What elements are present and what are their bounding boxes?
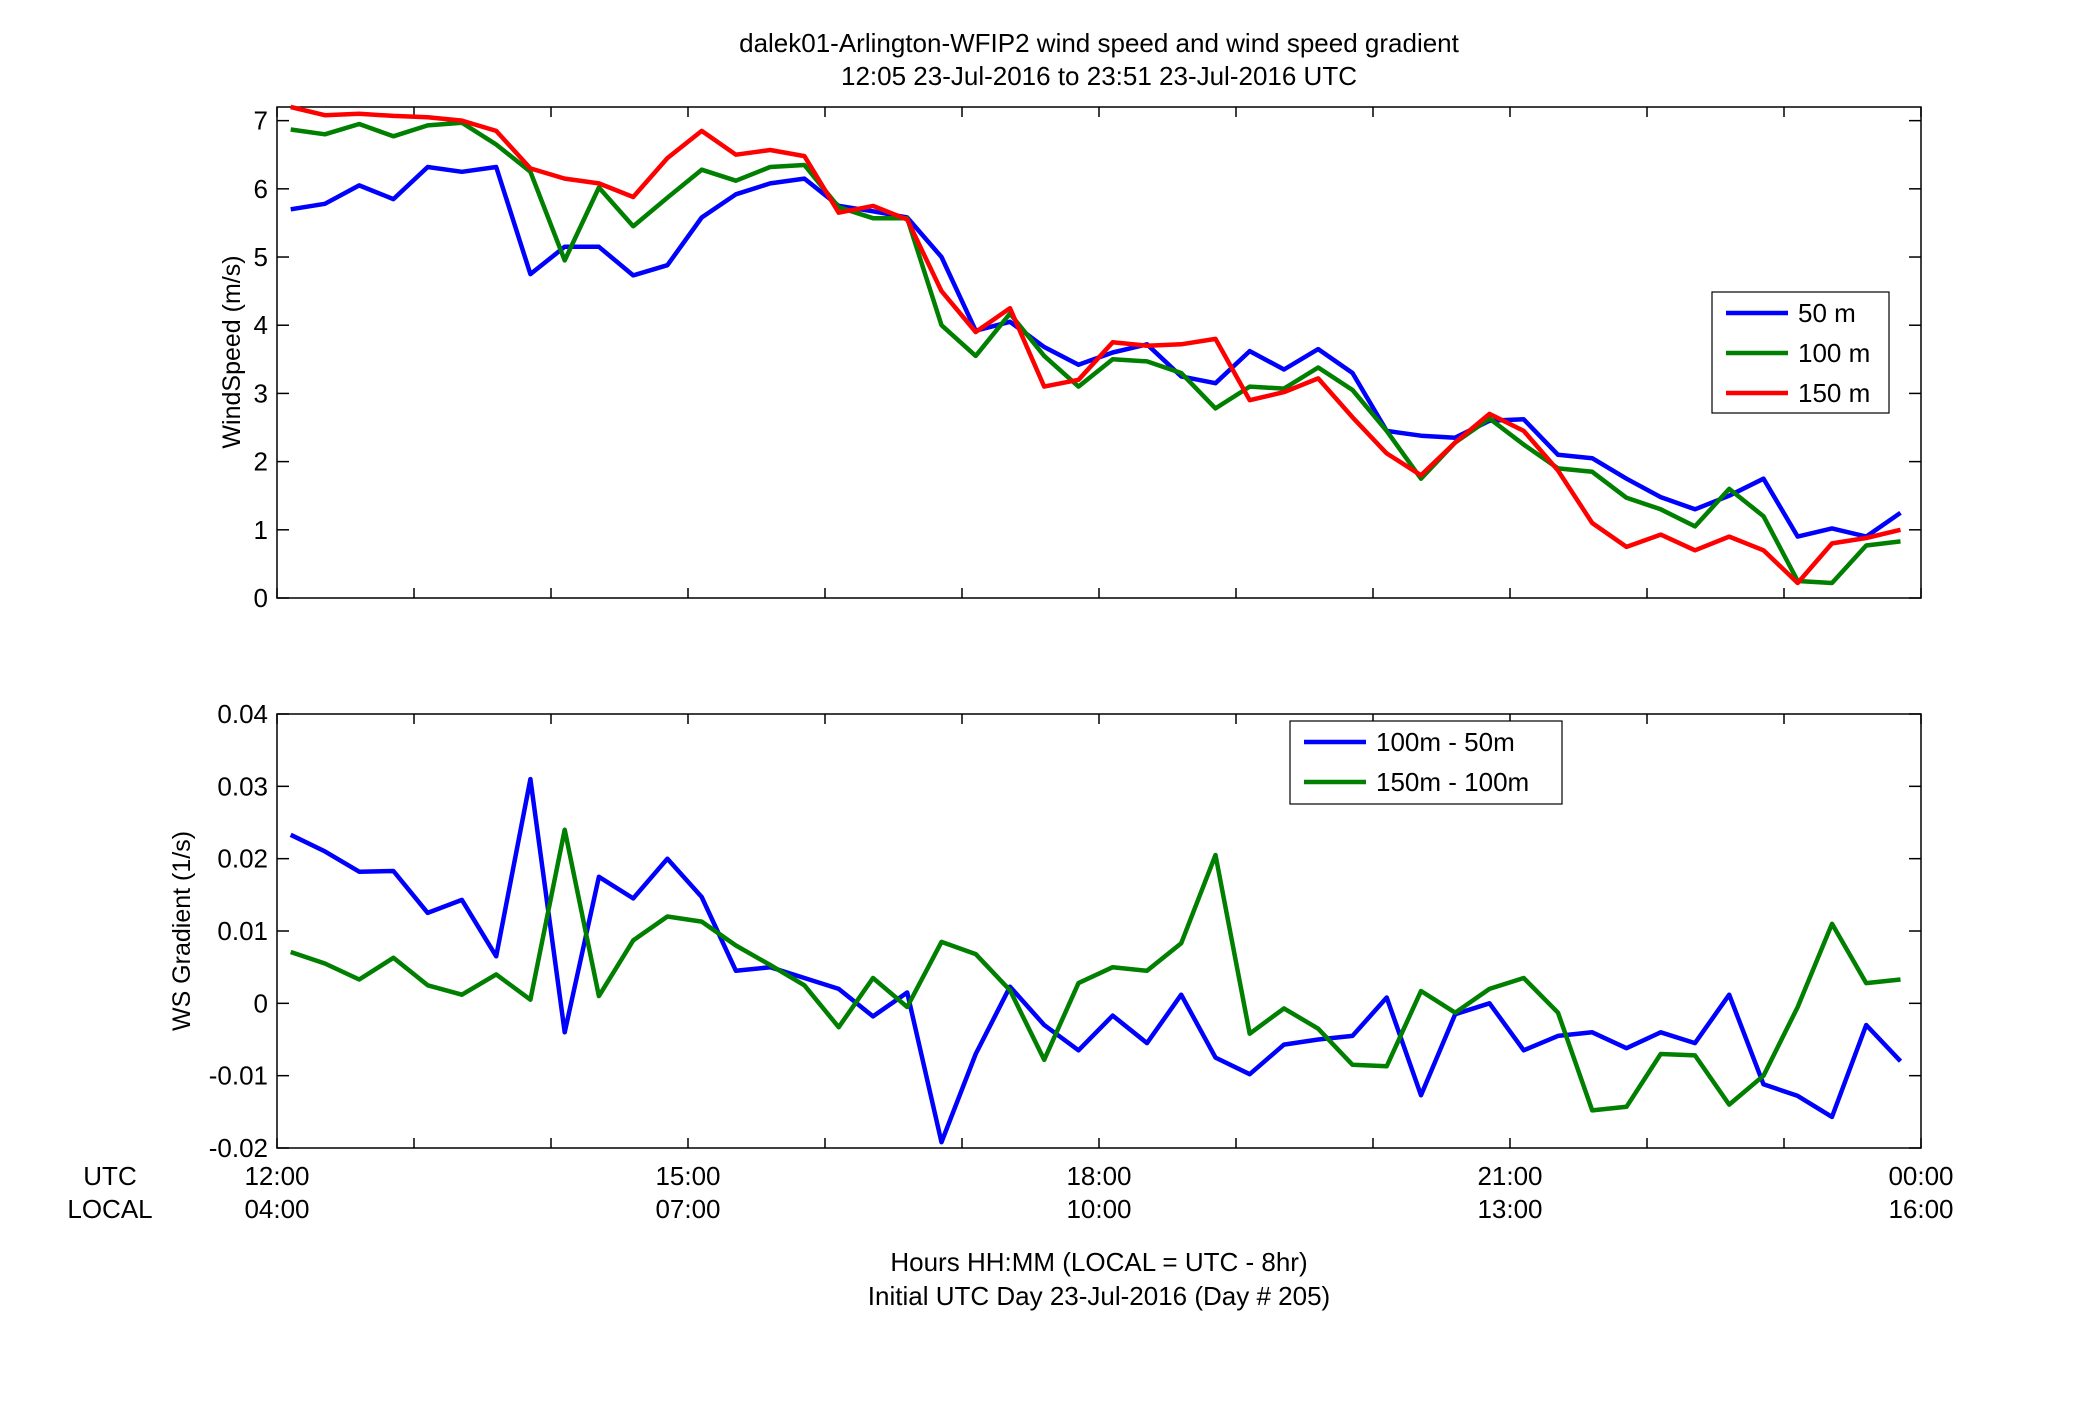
gradient-legend: 100m - 50m 150m - 100m <box>1289 720 1563 805</box>
wind-speed-ticks: 0 1 2 3 4 5 6 7 <box>254 106 1922 613</box>
wind-speed-plot-frame <box>276 106 1922 599</box>
x-axis-label-line2: Initial UTC Day 23-Jul-2016 (Day # 205) <box>868 1281 1330 1311</box>
figure-title-line1: dalek01-Arlington-WFIP2 wind speed and w… <box>739 28 1460 58</box>
wind-speed-y-tick-label: 0 <box>254 583 268 613</box>
wind-speed-legend-label: 150 m <box>1798 378 1870 408</box>
gradient-y-tick-label: -0.02 <box>209 1133 268 1163</box>
x-tick-label-utc: 21:00 <box>1477 1161 1542 1191</box>
gradient-legend-box <box>1289 720 1563 805</box>
gradient-y-tick-label: -0.01 <box>209 1061 268 1091</box>
x-tick-label-utc: 12:00 <box>244 1161 309 1191</box>
x-tick-label-local: 16:00 <box>1888 1194 1953 1224</box>
wind-speed-series-line-3 <box>290 104 1902 586</box>
gradient-y-tick-label: 0.02 <box>217 844 268 874</box>
wind-speed-legend-label: 50 m <box>1798 298 1856 328</box>
gradient-y-tick-label: 0.04 <box>217 699 268 729</box>
x-tick-label-utc: 15:00 <box>655 1161 720 1191</box>
x-tick-label-local: 04:00 <box>244 1194 309 1224</box>
x-tick-label-local: 13:00 <box>1477 1194 1542 1224</box>
gradient-y-axis-label: WS Gradient (1/s) <box>168 831 196 1031</box>
gradient-series <box>289 776 1903 1145</box>
gradient-legend-label: 100m - 50m <box>1376 727 1515 757</box>
wind-speed-y-tick-label: 7 <box>254 106 268 136</box>
wind-speed-y-tick-label: 5 <box>254 242 268 272</box>
wind-speed-y-axis-label: WindSpeed (m/s) <box>218 255 246 448</box>
wind-speed-legend-label: 100 m <box>1798 338 1870 368</box>
gradient-axes: -0.02 -0.01 0 0.01 0.02 0.03 0.04 100m - 50m 15… <box>168 699 1922 1163</box>
wind-speed-series <box>290 104 1902 586</box>
wind-speed-axes: 0 1 2 3 4 5 6 7 50 m 100 m 150 m WindSpeed (m/s) <box>218 104 1922 613</box>
local-row-label: LOCAL <box>67 1194 152 1224</box>
wind-speed-y-tick-label: 2 <box>254 447 268 477</box>
x-tick-label-local: 07:00 <box>655 1194 720 1224</box>
wind-speed-y-tick-label: 6 <box>254 174 268 204</box>
gradient-y-tick-label: 0 <box>254 988 268 1018</box>
wind-speed-y-tick-label: 1 <box>254 515 268 545</box>
gradient-legend-label: 150m - 100m <box>1376 767 1529 797</box>
x-tick-label-utc: 00:00 <box>1888 1161 1953 1191</box>
gradient-series-line-1 <box>289 776 1903 1145</box>
gradient-series-line-2 <box>289 827 1901 1113</box>
x-axis-label-line1: Hours HH:MM (LOCAL = UTC - 8hr) <box>890 1247 1307 1277</box>
utc-row-label: UTC <box>83 1161 136 1191</box>
gradient-plot-frame <box>276 713 1922 1149</box>
figure-title-line2: 12:05 23-Jul-2016 to 23:51 23-Jul-2016 U… <box>841 61 1357 91</box>
x-tick-label-utc: 18:00 <box>1066 1161 1131 1191</box>
wind-speed-legend: 50 m 100 m 150 m <box>1711 291 1890 414</box>
x-tick-label-local: 10:00 <box>1066 1194 1131 1224</box>
gradient-ticks: -0.02 -0.01 0 0.01 0.02 0.03 0.04 <box>209 699 1922 1163</box>
gradient-y-tick-label: 0.01 <box>217 916 268 946</box>
wind-speed-series-line-2 <box>290 120 1901 586</box>
wind-speed-y-tick-label: 4 <box>254 310 268 340</box>
wind-speed-y-tick-label: 3 <box>254 378 268 408</box>
gradient-y-tick-label: 0.03 <box>217 771 268 801</box>
